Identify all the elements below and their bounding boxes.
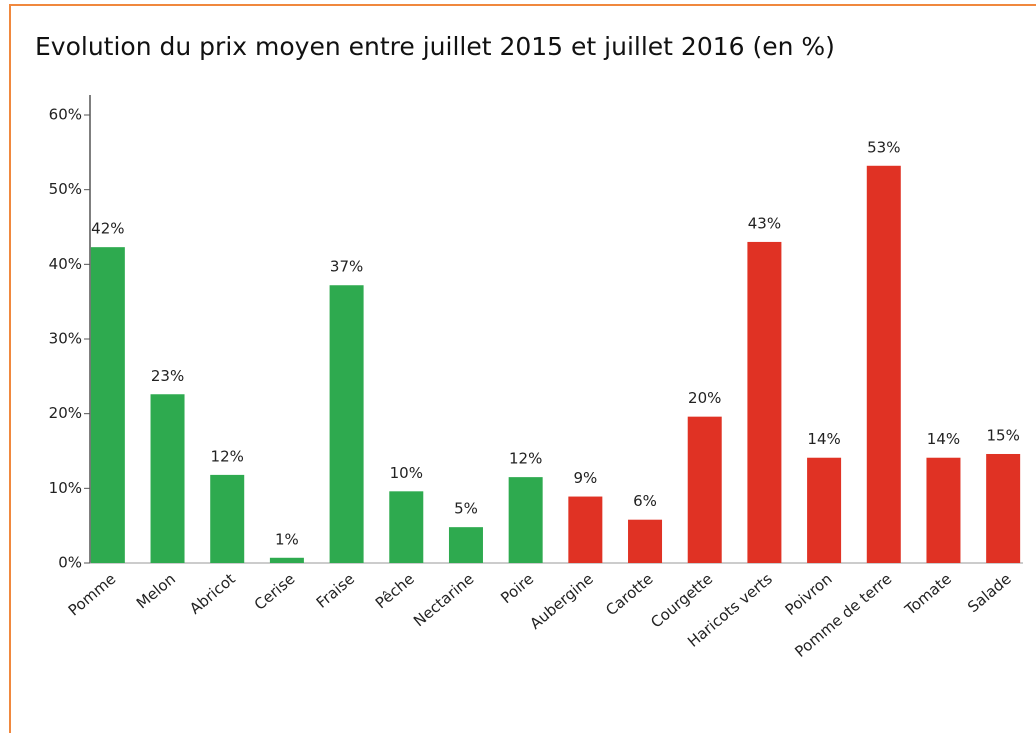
y-tick-label: 10% (49, 479, 82, 497)
y-tick-label: 60% (49, 106, 82, 124)
value-label: 6% (633, 492, 657, 510)
value-label: 14% (927, 430, 960, 448)
bar (329, 285, 364, 563)
y-tick-label: 50% (49, 180, 82, 198)
bar (926, 457, 961, 563)
bar (568, 496, 603, 563)
bar (628, 519, 663, 563)
y-tick-label: 30% (49, 330, 82, 348)
value-label: 10% (390, 464, 423, 482)
value-label: 15% (986, 426, 1019, 444)
x-tick-label: Abricot (186, 570, 239, 618)
value-label: 23% (151, 367, 184, 385)
value-label: 9% (573, 469, 597, 487)
x-tick-label: Tomate (901, 570, 955, 620)
bar (986, 453, 1021, 563)
value-label: 5% (454, 500, 478, 518)
bar (90, 247, 125, 563)
x-tick-label: Fraise (313, 570, 358, 612)
value-label: 43% (748, 214, 781, 232)
bar (210, 474, 245, 563)
bar (448, 527, 483, 563)
x-tick-label: Poire (497, 570, 537, 608)
bar (807, 457, 842, 563)
chart-title: Evolution du prix moyen entre juillet 20… (35, 32, 835, 61)
value-label: 53% (867, 138, 900, 156)
y-tick-label: 40% (49, 255, 82, 273)
value-label: 42% (91, 220, 124, 238)
frame (9, 4, 1036, 733)
bar (269, 557, 304, 563)
x-tick-label: Cerise (251, 570, 299, 614)
x-tick-label: Salade (964, 570, 1015, 616)
y-tick-label: 0% (58, 554, 82, 572)
bar (508, 477, 543, 563)
value-label: 12% (509, 450, 542, 468)
value-label: 20% (688, 389, 721, 407)
x-tick-label: Pêche (372, 570, 418, 613)
x-tick-label: Melon (133, 570, 179, 613)
bar (687, 416, 722, 563)
value-label: 12% (211, 447, 244, 465)
value-label: 1% (275, 530, 299, 548)
y-tick-label: 20% (49, 404, 82, 422)
bar (389, 491, 424, 563)
bar (747, 241, 782, 563)
bar (866, 165, 901, 564)
x-tick-label: Carotte (602, 570, 656, 620)
x-tick-label: Pomme (65, 570, 120, 620)
value-label: 14% (807, 430, 840, 448)
value-label: 37% (330, 258, 363, 276)
bar (150, 394, 185, 563)
x-tick-label: Aubergine (526, 570, 596, 633)
x-tick-label: Nectarine (410, 570, 477, 631)
x-tick-label: Poivron (782, 570, 836, 619)
